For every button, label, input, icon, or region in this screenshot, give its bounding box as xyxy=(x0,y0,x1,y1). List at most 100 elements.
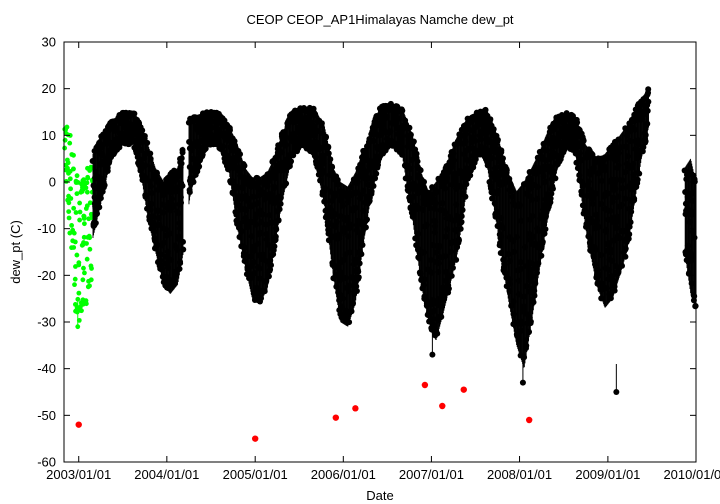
data-point xyxy=(325,150,332,157)
data-point xyxy=(86,216,92,222)
data-point xyxy=(507,236,514,243)
data-point xyxy=(356,195,363,202)
data-point xyxy=(148,190,155,197)
data-point xyxy=(200,111,207,118)
data-point xyxy=(195,149,202,156)
data-point xyxy=(230,145,237,152)
data-point xyxy=(179,182,186,189)
data-point xyxy=(691,234,698,241)
data-point xyxy=(396,147,403,154)
data-point xyxy=(221,117,228,124)
data-point xyxy=(597,251,604,258)
data-point xyxy=(539,240,546,247)
data-point xyxy=(344,189,351,196)
data-point xyxy=(379,146,386,153)
data-point xyxy=(137,165,144,172)
data-point xyxy=(154,186,161,193)
data-point xyxy=(62,145,68,151)
data-point xyxy=(280,167,287,174)
data-point xyxy=(684,193,691,200)
data-point xyxy=(148,164,155,171)
data-point xyxy=(584,192,591,199)
data-point xyxy=(322,207,329,214)
data-point xyxy=(81,186,86,192)
data-point xyxy=(415,187,422,194)
data-point xyxy=(549,122,556,129)
data-point xyxy=(88,277,94,283)
data-point xyxy=(414,230,421,237)
data-point xyxy=(556,158,563,165)
data-point xyxy=(173,208,180,215)
data-point xyxy=(222,135,229,142)
data-point xyxy=(580,136,587,143)
data-point xyxy=(76,290,82,296)
data-point xyxy=(314,118,321,125)
data-point xyxy=(177,155,184,162)
data-point xyxy=(442,253,449,260)
data-point xyxy=(615,150,622,157)
data-point xyxy=(317,168,324,175)
data-point xyxy=(375,158,382,165)
data-point xyxy=(192,123,199,130)
data-point xyxy=(97,149,104,156)
data-point xyxy=(444,226,451,233)
data-point xyxy=(579,202,586,209)
data-point xyxy=(423,195,430,202)
data-point xyxy=(518,217,525,224)
data-point xyxy=(464,175,471,182)
data-point xyxy=(353,227,360,234)
data-point xyxy=(290,130,297,137)
data-point xyxy=(286,116,293,123)
data-point xyxy=(81,265,86,271)
data-point xyxy=(83,301,89,307)
data-point xyxy=(618,201,625,208)
data-point xyxy=(627,219,634,226)
data-point xyxy=(491,174,498,181)
data-point xyxy=(380,150,387,157)
data-point xyxy=(323,213,330,220)
data-point xyxy=(692,303,699,310)
data-point xyxy=(285,163,292,170)
data-point xyxy=(197,155,204,162)
data-point xyxy=(532,167,539,174)
data-point xyxy=(77,217,83,223)
data-point xyxy=(342,275,349,282)
data-point xyxy=(547,163,554,170)
data-point xyxy=(346,249,353,256)
data-point xyxy=(337,213,344,220)
data-point xyxy=(446,214,453,221)
data-point xyxy=(215,140,222,147)
data-point xyxy=(193,168,200,175)
data-point xyxy=(179,238,186,245)
data-point xyxy=(352,405,359,412)
data-point xyxy=(176,220,183,227)
data-point xyxy=(451,217,458,224)
data-point xyxy=(449,238,456,245)
data-point xyxy=(278,131,285,138)
data-point xyxy=(595,223,602,230)
data-point xyxy=(157,251,164,258)
data-point xyxy=(289,111,296,118)
data-point xyxy=(152,176,159,183)
data-point xyxy=(606,146,613,153)
data-point xyxy=(630,171,637,178)
data-point xyxy=(590,253,597,260)
data-point xyxy=(177,194,184,201)
data-point xyxy=(454,244,461,251)
data-point xyxy=(462,122,469,129)
data-point xyxy=(605,276,612,283)
chart-title: CEOP CEOP_AP1Himalayas Namche dew_pt xyxy=(246,12,513,27)
data-point xyxy=(264,241,271,248)
data-point xyxy=(299,120,306,127)
data-point xyxy=(487,148,494,155)
data-point xyxy=(437,254,444,261)
data-point xyxy=(522,345,529,352)
data-point xyxy=(365,181,372,188)
data-point xyxy=(373,120,380,127)
data-point xyxy=(537,154,544,161)
data-point xyxy=(88,211,94,217)
data-point xyxy=(176,169,183,176)
axes: -60 -50 -40 -30 -20 -10 0 10 20 30 2003/01/01 2004/… xyxy=(37,35,720,483)
data-point xyxy=(497,235,504,242)
data-point xyxy=(308,132,315,139)
